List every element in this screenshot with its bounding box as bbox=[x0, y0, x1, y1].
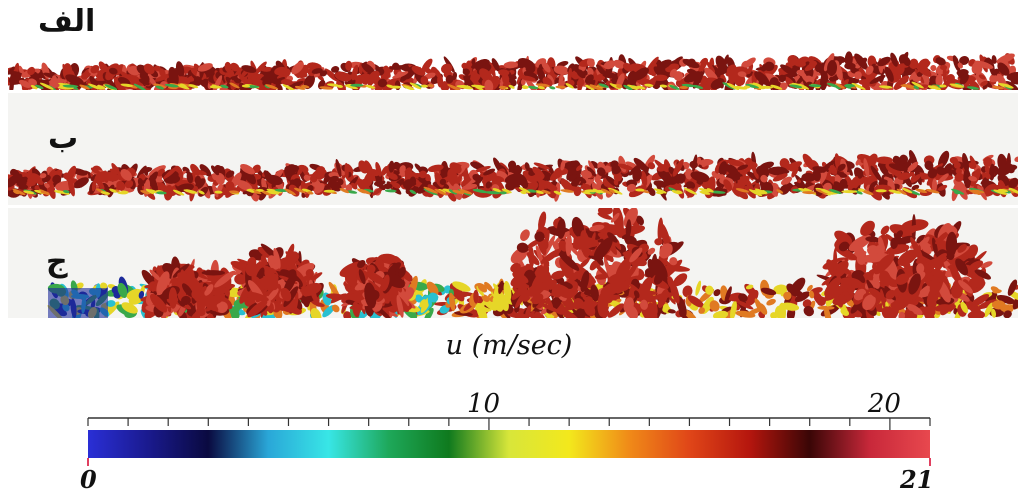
vortex-field-a bbox=[8, 51, 1018, 90]
panel-label-b: ب bbox=[48, 121, 79, 156]
colorbar-max-label: 21 bbox=[899, 465, 933, 494]
panel-b: ب bbox=[8, 93, 1018, 205]
panel-c: ج bbox=[8, 208, 1018, 318]
vortex-field-c bbox=[47, 208, 1018, 318]
colorbar-min-label: 0 bbox=[80, 465, 97, 494]
panel-label-a: الف bbox=[38, 4, 96, 39]
colorbar-title: u (m/sec) bbox=[445, 330, 573, 361]
colorbar-gradient bbox=[88, 430, 930, 458]
colorbar: 10 20 0 21 bbox=[80, 389, 933, 494]
panel-label-c: ج bbox=[46, 244, 68, 279]
vortex-field-b bbox=[8, 150, 1018, 202]
panel-a: الف bbox=[8, 0, 1018, 90]
colorbar-major-label: 20 bbox=[867, 389, 901, 419]
colorbar-major-label: 10 bbox=[467, 389, 500, 419]
